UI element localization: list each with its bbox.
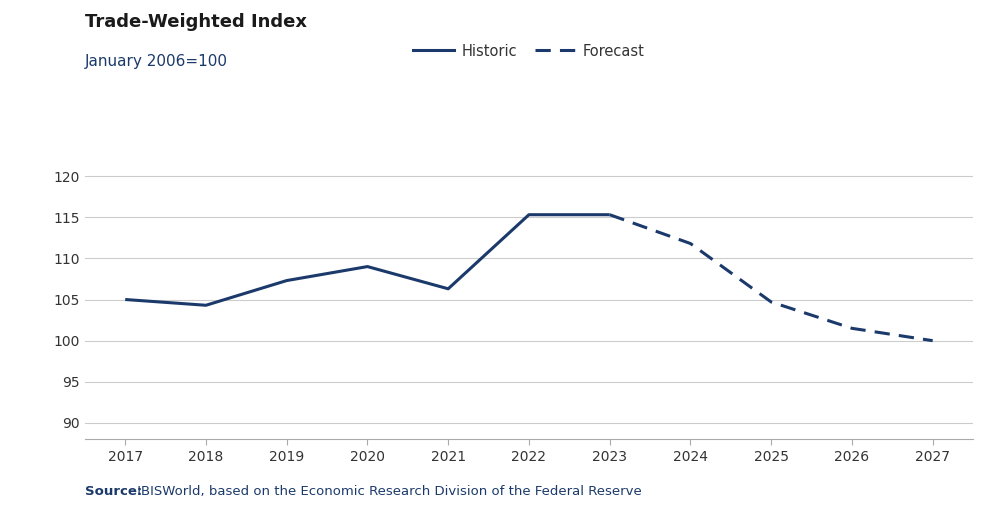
Text: Trade-Weighted Index: Trade-Weighted Index	[85, 13, 306, 31]
Text: IBISWorld, based on the Economic Research Division of the Federal Reserve: IBISWorld, based on the Economic Researc…	[133, 485, 642, 498]
Text: January 2006=100: January 2006=100	[85, 54, 228, 68]
Legend: Historic, Forecast: Historic, Forecast	[407, 38, 651, 64]
Text: Source:: Source:	[85, 485, 142, 498]
